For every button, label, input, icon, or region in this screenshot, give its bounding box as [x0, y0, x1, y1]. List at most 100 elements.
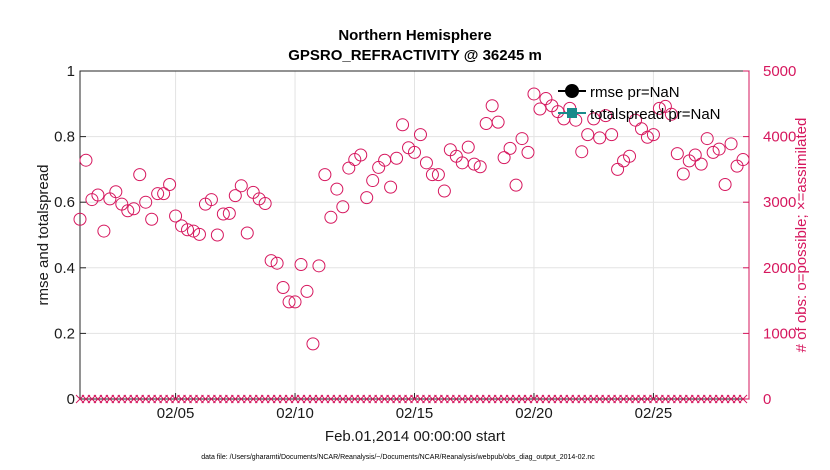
- obs-possible-point: [354, 148, 368, 162]
- obs-possible-point: [306, 337, 320, 351]
- y2-tick-label: 5000: [763, 63, 796, 80]
- obs-possible-point: [300, 284, 314, 298]
- obs-possible-point: [605, 128, 619, 142]
- series-obs-possible: [73, 87, 750, 351]
- y-tick-label: 0.8: [54, 129, 75, 146]
- obs-possible-point: [240, 226, 254, 240]
- y2-tick-label: 0: [763, 391, 771, 408]
- obs-possible-point: [503, 141, 517, 155]
- obs-possible-point: [294, 258, 308, 272]
- data-file-footnote: data file: /Users/gharamti/Documents/NCA…: [201, 454, 595, 461]
- x-tick-label: 02/15: [396, 405, 434, 422]
- obs-possible-point: [664, 107, 678, 121]
- obs-possible-point: [593, 131, 607, 145]
- obs-possible-point: [181, 223, 195, 237]
- obs-possible-point: [724, 137, 738, 151]
- obs-possible-point: [736, 153, 750, 167]
- obs-possible-point: [127, 202, 141, 216]
- obs-possible-point: [79, 153, 93, 167]
- obs-possible-point: [390, 151, 404, 165]
- x-tick-label: 02/05: [157, 405, 195, 422]
- obs-possible-point: [587, 112, 601, 126]
- obs-possible-point: [688, 148, 702, 162]
- obs-possible-point: [461, 140, 475, 154]
- y-tick-label: 0.6: [54, 194, 75, 211]
- legend-rmse-label: rmse pr=NaN: [590, 84, 680, 101]
- obs-possible-point: [419, 156, 433, 170]
- obs-possible-point: [210, 228, 224, 242]
- obs-possible-point: [282, 295, 296, 309]
- obs-possible-point: [103, 192, 117, 206]
- obs-possible-point: [467, 157, 481, 171]
- x-tick-label: 02/10: [276, 405, 314, 422]
- obs-possible-point: [425, 168, 439, 182]
- obs-possible-point: [491, 115, 505, 129]
- obs-possible-point: [712, 142, 726, 156]
- obs-possible-point: [670, 147, 684, 161]
- y2-tick-label: 4000: [763, 129, 796, 146]
- y-tick-label: 0.2: [54, 325, 75, 342]
- obs-possible-point: [384, 180, 398, 194]
- obs-possible-point: [599, 109, 613, 123]
- obs-possible-point: [318, 168, 332, 182]
- y2-tick-label: 1000: [763, 325, 796, 342]
- y-tick-label: 0: [67, 391, 75, 408]
- y2-axis-label: # of obs: o=possible; ×=assimilated: [793, 118, 810, 353]
- series-obs-assimilated: [75, 394, 748, 404]
- obs-possible-point: [521, 145, 535, 159]
- obs-possible-point: [485, 99, 499, 113]
- obs-possible-point: [258, 197, 272, 211]
- y2-tick-label: 2000: [763, 260, 796, 277]
- obs-possible-point: [169, 209, 183, 223]
- obs-possible-point: [515, 132, 529, 146]
- obs-possible-point: [366, 174, 380, 188]
- obs-possible-point: [276, 280, 290, 294]
- obs-possible-point: [192, 227, 206, 241]
- obs-possible-point: [330, 182, 344, 196]
- obs-possible-point: [533, 102, 547, 116]
- obs-possible-point: [139, 195, 153, 209]
- grid: [80, 71, 749, 399]
- obs-possible-point: [222, 206, 236, 220]
- obs-possible-point: [342, 161, 356, 175]
- obs-possible-point: [378, 153, 392, 167]
- obs-possible-point: [413, 128, 427, 142]
- obs-possible-point: [396, 118, 410, 132]
- obs-possible-point: [700, 132, 714, 146]
- y2-tick-label: 3000: [763, 194, 796, 211]
- obs-possible-point: [163, 177, 177, 191]
- obs-possible-point: [479, 116, 493, 130]
- x-tick-label: 02/25: [635, 405, 673, 422]
- obs-possible-point: [539, 92, 553, 106]
- obs-possible-point: [324, 210, 338, 224]
- obs-possible-point: [611, 162, 625, 176]
- obs-possible-point: [73, 212, 87, 226]
- y-axis-ticks: 0 0.2 0.4 0.6 0.8 1: [54, 63, 86, 408]
- obs-possible-point: [216, 207, 230, 221]
- obs-possible-point: [676, 167, 690, 181]
- y-tick-label: 0.4: [54, 260, 75, 277]
- obs-possible-point: [312, 259, 326, 273]
- chart-title: Northern Hemisphere: [338, 27, 491, 44]
- obs-possible-point: [288, 295, 302, 309]
- obs-possible-point: [431, 168, 445, 182]
- legend-totalspread-marker: [567, 108, 577, 118]
- obs-possible-point: [204, 193, 218, 207]
- obs-possible-point: [109, 185, 123, 199]
- y-axis-label: rmse and totalspread: [35, 165, 52, 306]
- obs-possible-point: [145, 212, 159, 226]
- obs-possible-point: [718, 177, 732, 191]
- obs-possible-point: [497, 151, 511, 165]
- obs-possible-point: [360, 191, 374, 205]
- obs-possible-point: [157, 187, 171, 201]
- obs-possible-point: [97, 224, 111, 238]
- obs-possible-point: [634, 122, 648, 136]
- obs-possible-point: [623, 149, 637, 163]
- obs-possible-point: [652, 101, 666, 115]
- obs-possible-point: [527, 87, 541, 101]
- obs-possible-point: [121, 204, 135, 218]
- y-tick-label: 1: [67, 63, 75, 80]
- obs-possible-point: [640, 130, 654, 144]
- obs-possible-point: [133, 168, 147, 182]
